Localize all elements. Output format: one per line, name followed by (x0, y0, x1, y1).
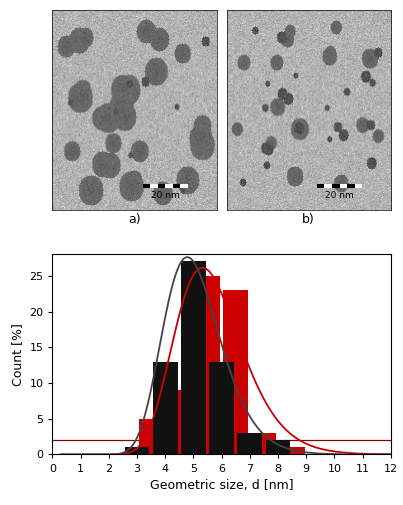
Bar (165, 184, 173, 188)
Bar (150, 184, 158, 188)
Y-axis label: Count [%]: Count [%] (11, 323, 24, 386)
Bar (181, 184, 188, 188)
Bar (324, 184, 332, 188)
Bar (347, 184, 355, 188)
Bar (139, 419, 164, 454)
Bar (266, 440, 291, 454)
Bar (158, 184, 165, 188)
Bar (167, 390, 192, 454)
Bar (195, 276, 220, 454)
X-axis label: a): a) (128, 213, 141, 226)
X-axis label: b): b) (302, 213, 315, 226)
Bar (125, 447, 150, 454)
Bar (223, 290, 248, 454)
Bar (143, 184, 150, 188)
Text: 20 nm: 20 nm (325, 191, 354, 200)
Bar (340, 184, 347, 188)
Bar (317, 184, 324, 188)
Bar (181, 262, 206, 454)
Bar (332, 184, 340, 188)
Text: 20 nm: 20 nm (151, 191, 180, 200)
Bar (237, 433, 262, 455)
X-axis label: Geometric size, d [nm]: Geometric size, d [nm] (150, 479, 293, 492)
Bar (280, 447, 305, 454)
Bar (173, 184, 181, 188)
Bar (153, 362, 178, 454)
Bar (251, 433, 276, 455)
Bar (355, 184, 362, 188)
Bar (209, 362, 234, 454)
